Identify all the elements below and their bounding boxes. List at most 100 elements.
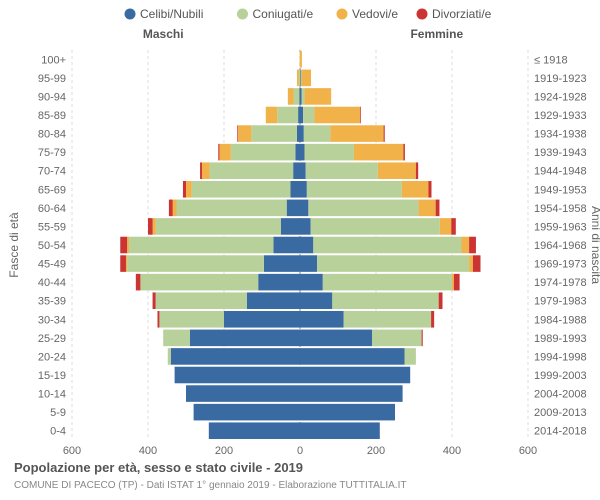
female-bar-seg [416,162,418,179]
female-bar-seg [440,218,451,235]
female-bar-seg [436,200,440,217]
birth-label: 1999-2003 [534,370,587,382]
female-bar-seg [300,237,313,254]
male-bar-seg [293,162,300,179]
birth-label: 2009-2013 [534,407,587,419]
birth-label: 1954-1958 [534,203,587,215]
female-bar-seg [360,107,361,124]
age-label: 65-69 [38,184,66,196]
female-bar-seg [300,274,323,291]
male-bar-seg [277,107,298,124]
age-label: 10-14 [38,389,66,401]
male-bar-seg [190,330,300,347]
male-bar-seg [153,292,156,309]
age-label: 50-54 [38,240,66,252]
age-label: 15-19 [38,370,66,382]
male-header: Maschi [143,27,184,41]
male-bar-seg [120,237,127,254]
population-pyramid-chart: Celibi/NubiliConiugati/eVedovi/eDivorzia… [0,0,600,500]
male-bar-seg [163,330,190,347]
female-bar-seg [323,274,452,291]
x-tick-label: 400 [443,445,461,457]
female-bar-seg [428,181,431,198]
birth-label: 1919-1923 [534,73,587,85]
female-bar-seg [454,274,460,291]
female-bar-seg [311,218,440,235]
birth-label: 1929-1933 [534,110,587,122]
female-bar-seg [300,51,302,68]
male-bar-seg [159,311,224,328]
birth-label: 2004-2008 [534,389,587,401]
female-bar-seg [405,348,416,365]
female-bar-seg [332,292,438,309]
male-bar-seg [273,237,300,254]
male-bar-seg [210,162,294,179]
male-bar-seg [251,125,297,142]
birth-label: 2014-2018 [534,426,587,438]
birth-label: 1939-1943 [534,147,587,159]
legend-swatch [417,9,428,20]
female-bar-seg [300,367,410,384]
legend-swatch [237,9,248,20]
female-bar-seg [300,255,317,272]
male-bar-seg [127,255,264,272]
male-bar-seg [287,200,300,217]
female-bar-seg [300,162,306,179]
age-label: 100+ [41,54,66,66]
age-label: 25-29 [38,333,66,345]
female-bar-seg [307,181,402,198]
female-bar-seg [300,107,303,124]
male-bar-seg [168,348,171,365]
legend-swatch [125,9,136,20]
male-bar-seg [288,88,294,105]
female-bar-seg [301,70,302,87]
female-bar-seg [300,385,403,402]
female-bar-seg [300,144,305,161]
male-bar-seg [218,144,219,161]
male-bar-seg [158,311,160,328]
male-bar-seg [219,144,230,161]
female-bar-seg [439,292,443,309]
female-bar-seg [317,255,469,272]
female-bar-seg [422,330,423,347]
female-bar-seg [305,88,332,105]
female-bar-seg [372,330,421,347]
legend-label: Vedovi/e [352,7,398,21]
age-label: 85-89 [38,110,66,122]
male-bar-seg [247,292,300,309]
male-bar-seg [266,107,277,124]
male-bar-seg [200,162,202,179]
female-bar-seg [419,200,436,217]
age-label: 90-94 [38,91,66,103]
female-bar-seg [451,218,456,235]
female-bar-seg [300,311,344,328]
male-bar-seg [129,237,273,254]
age-label: 80-84 [38,129,66,141]
male-bar-seg [209,422,300,439]
age-label: 75-79 [38,147,66,159]
female-bar-seg [302,88,305,105]
male-bar-seg [295,144,300,161]
male-bar-seg [153,218,156,235]
x-tick-label: 400 [139,445,157,457]
birth-label: ≤ 1918 [534,54,568,66]
birth-label: 1934-1938 [534,129,587,141]
female-bar-seg [431,311,434,328]
male-bar-seg [126,255,127,272]
male-bar-seg [299,88,300,105]
age-label: 30-34 [38,314,66,326]
female-bar-seg [300,218,311,235]
x-tick-label: 200 [215,445,233,457]
female-bar-seg [300,125,304,142]
female-bar-seg [462,237,470,254]
male-bar-seg [231,144,296,161]
male-bar-seg [291,181,301,198]
age-label: 0-4 [50,426,66,438]
male-bar-seg [177,200,287,217]
male-bar-seg [173,200,177,217]
legend-label: Celibi/Nubili [140,7,203,21]
birth-label: 1979-1983 [534,296,587,308]
male-bar-seg [258,274,300,291]
legend-label: Coniugati/e [253,7,314,21]
age-label: 95-99 [38,73,66,85]
